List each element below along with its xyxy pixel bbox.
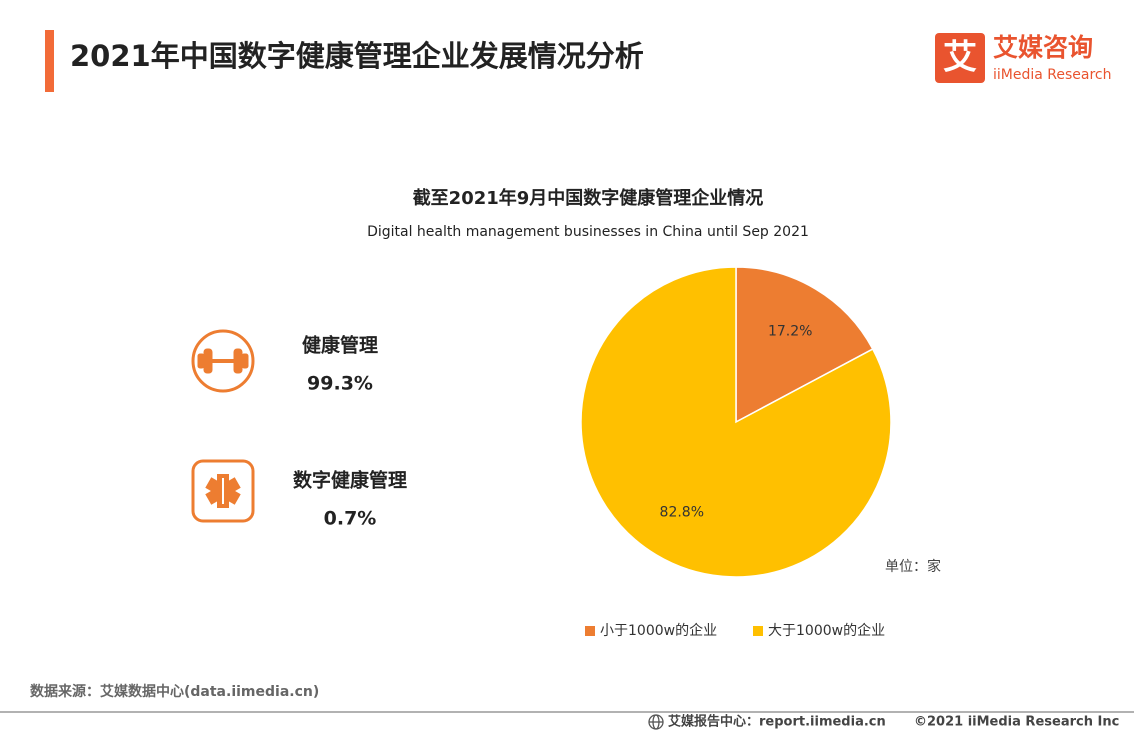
legend-label: 小于1000w的企业 bbox=[600, 622, 717, 639]
legend-swatch bbox=[585, 626, 595, 636]
data-label: 82.8% bbox=[660, 504, 704, 520]
data-label: 17.2% bbox=[768, 324, 812, 340]
stat-value: 99.3% bbox=[307, 373, 373, 395]
logo-mark: 艾 bbox=[943, 38, 977, 78]
chart-subtitle: Digital health management businesses in … bbox=[367, 224, 809, 240]
logo-cn: 艾媒咨询 bbox=[993, 33, 1093, 62]
title-accent bbox=[45, 30, 54, 92]
pie-slice bbox=[580, 266, 892, 578]
stat-value: 0.7% bbox=[324, 508, 377, 530]
legend-label: 大于1000w的企业 bbox=[768, 622, 885, 639]
pie-slice bbox=[735, 266, 874, 424]
stat-label: 健康管理 bbox=[302, 334, 378, 357]
legend-swatch bbox=[753, 626, 763, 636]
source: 数据来源：艾媒数据中心(data.iimedia.cn) bbox=[30, 683, 319, 700]
dumbbell-icon bbox=[191, 329, 255, 393]
report-center: 艾媒报告中心：report.iimedia.cn bbox=[668, 714, 886, 730]
copyright: ©2021 iiMedia Research Inc bbox=[914, 715, 1119, 730]
globe-icon bbox=[648, 714, 664, 730]
logo-mark-bg bbox=[935, 33, 985, 83]
unit-label: 单位：家 bbox=[885, 558, 941, 575]
page-title: 2021年中国数字健康管理企业发展情况分析 bbox=[70, 39, 644, 73]
logo-en: iiMedia Research bbox=[993, 67, 1112, 83]
pie: 17.2% 82.8% 小于1000w的企业 大于1000w的企业 bbox=[580, 266, 892, 639]
chart-title: 截至2021年9月中国数字健康管理企业情况 bbox=[413, 187, 764, 209]
medical-icon bbox=[191, 459, 255, 523]
stat-label: 数字健康管理 bbox=[293, 469, 407, 492]
